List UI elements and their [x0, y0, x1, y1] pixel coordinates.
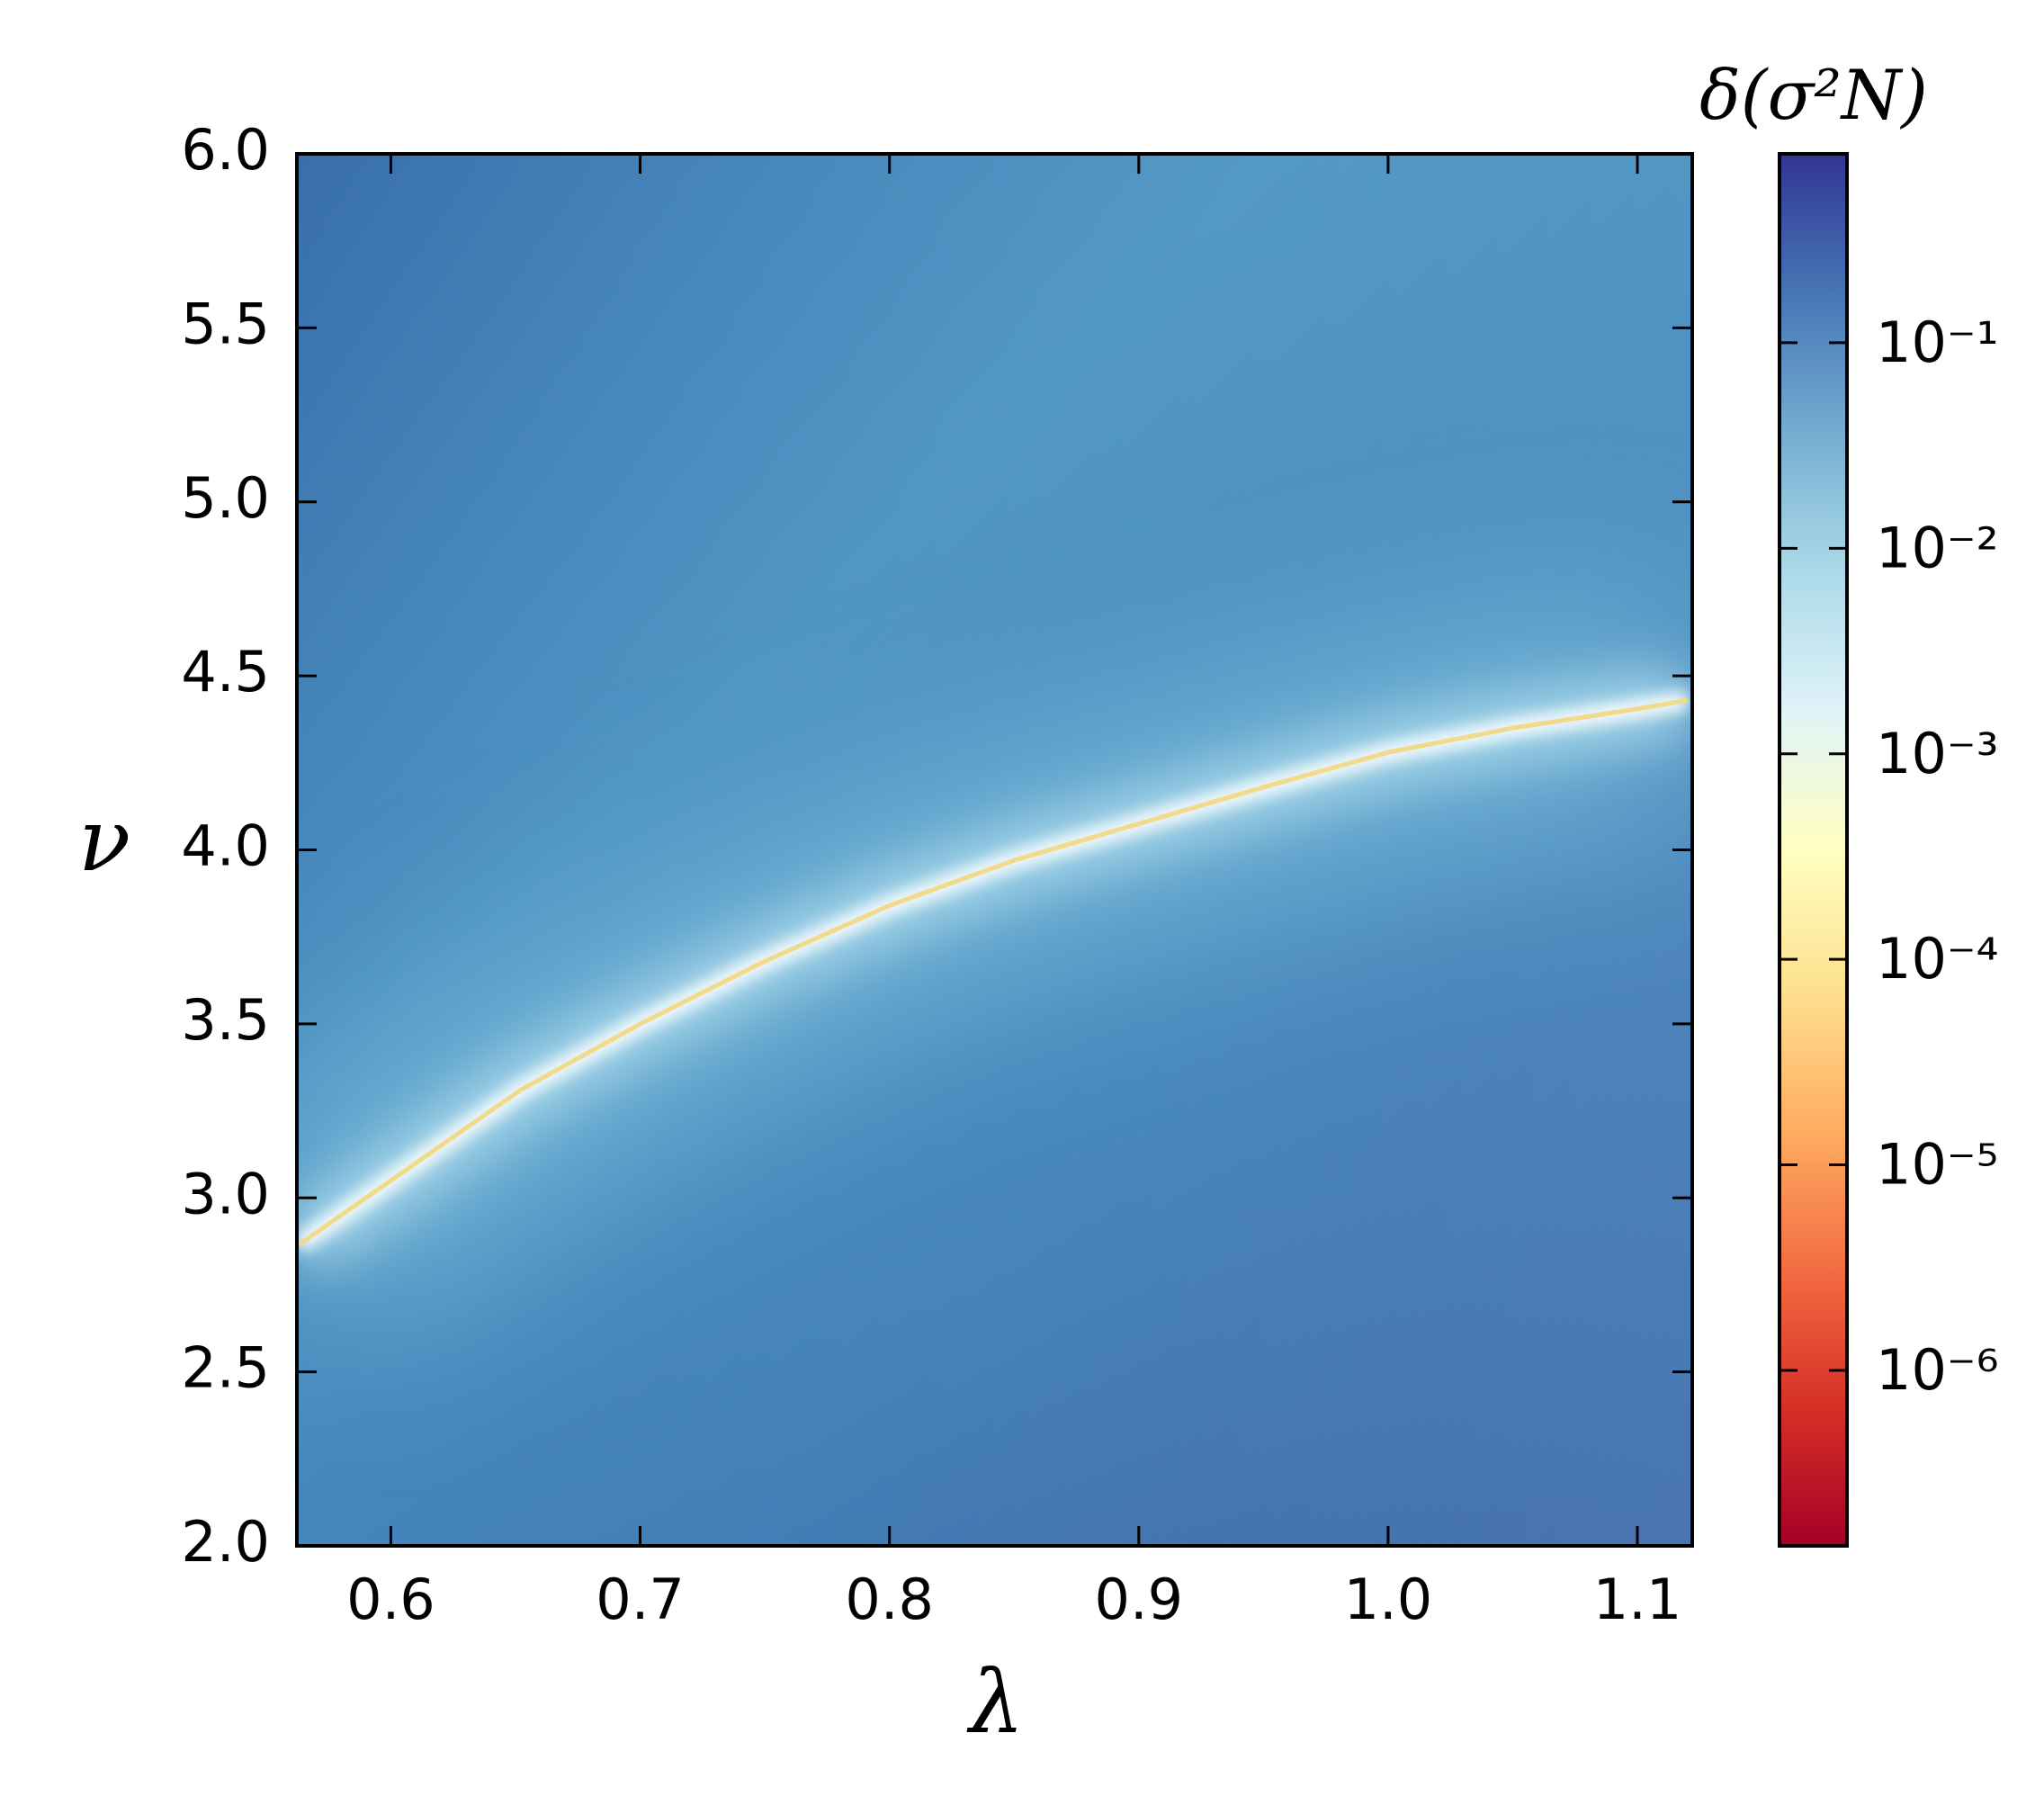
- curve-line: [297, 697, 1688, 1247]
- y-tick-label: 2.0: [181, 1509, 270, 1575]
- y-tick-label: 3.5: [181, 987, 270, 1053]
- colorbar-label: δ(σ²N): [1699, 55, 1928, 135]
- x-axis-label: λ: [966, 1652, 1025, 1753]
- y-tick-label: 6.0: [181, 117, 270, 183]
- colorbar-tick-label: 10⁻¹: [1876, 310, 1998, 375]
- y-tick-label: 5.5: [181, 291, 270, 356]
- x-tick-label: 1.0: [1344, 1567, 1433, 1632]
- x-tick-label: 1.1: [1593, 1567, 1682, 1632]
- colorbar-tick-label: 10⁻³: [1876, 721, 1998, 786]
- y-tick-label: 4.5: [181, 639, 270, 705]
- x-tick-label: 0.8: [845, 1567, 934, 1632]
- y-tick-label: 2.5: [181, 1335, 270, 1401]
- x-tick-label: 0.6: [346, 1567, 435, 1632]
- colorbar: [1778, 152, 1849, 1548]
- y-tick-label: 3.0: [181, 1161, 270, 1226]
- colorbar-tick-label: 10⁻⁴: [1876, 926, 1998, 992]
- y-axis-label: ν: [78, 790, 130, 891]
- x-tick-label: 0.7: [596, 1567, 685, 1632]
- heatmap: [297, 154, 1692, 1546]
- colorbar-tick-label: 10⁻⁶: [1876, 1337, 1998, 1403]
- plot-frame: [295, 152, 1694, 1548]
- colorbar-tick-label: 10⁻⁵: [1876, 1132, 1998, 1198]
- y-tick-label: 4.0: [181, 813, 270, 879]
- y-tick-label: 5.0: [181, 465, 270, 531]
- x-tick-label: 0.9: [1095, 1567, 1184, 1632]
- colorbar-tick-label: 10⁻²: [1876, 515, 1998, 580]
